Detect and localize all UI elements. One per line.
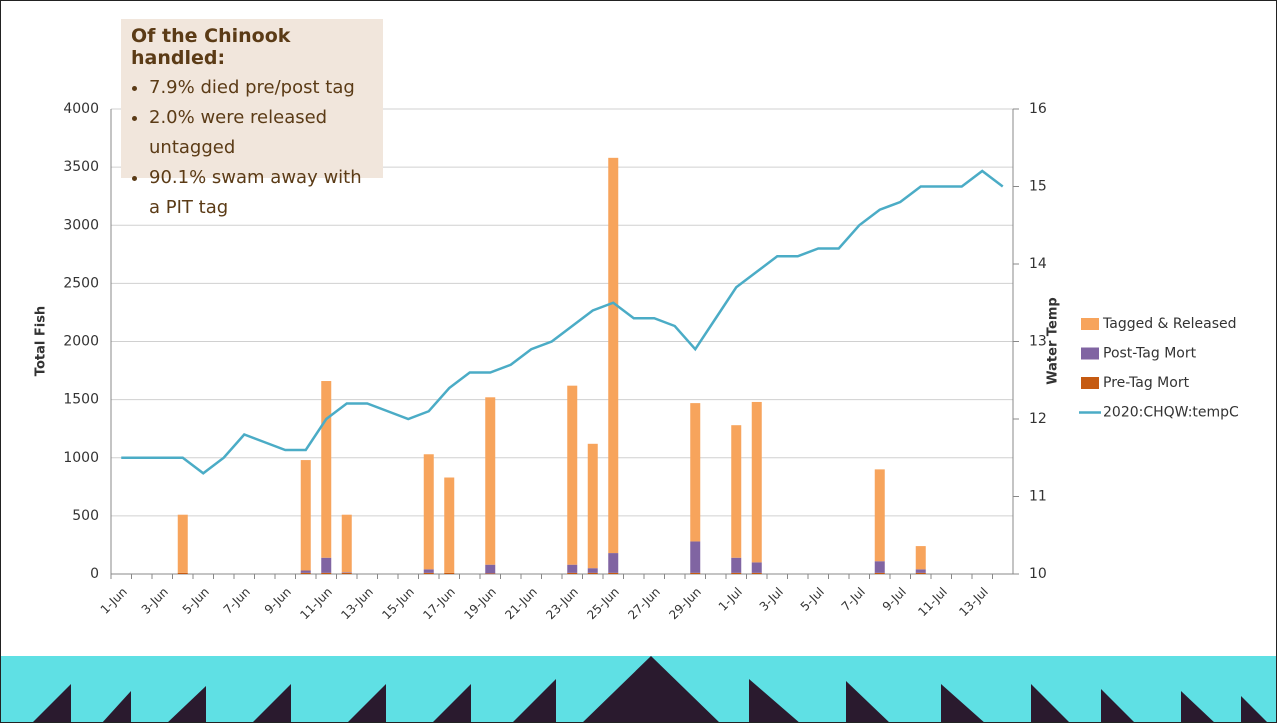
x-tick-label: 27-Jun <box>625 585 662 622</box>
x-tick-label: 5-Jun <box>180 585 212 617</box>
annotation-item: 90.1% swam away with a PIT tag <box>149 163 373 223</box>
legend-swatch <box>1081 348 1099 360</box>
bar-segment <box>690 403 700 541</box>
bar-segment <box>567 573 577 574</box>
bar-segment <box>731 558 741 573</box>
bar-segment <box>342 515 352 573</box>
x-tick-label: 23-Jun <box>543 585 580 622</box>
bar-segment <box>588 573 598 574</box>
x-tick-label: 7-Jul <box>839 585 868 614</box>
annotation-item: 2.0% were released untagged <box>149 103 373 163</box>
bar-segment <box>608 158 618 553</box>
bar-segment <box>424 573 434 574</box>
y2-tick-label: 15 <box>1029 179 1047 195</box>
y-axis-title: Total Fish <box>34 306 49 376</box>
legend-swatch <box>1081 377 1099 389</box>
y-tick-label: 1500 <box>63 392 99 408</box>
x-tick-label: 25-Jun <box>584 585 621 622</box>
bar-segment <box>444 573 454 574</box>
x-tick-label: 3-Jul <box>757 585 786 614</box>
x-tick-label: 19-Jun <box>461 585 498 622</box>
bar-segment <box>875 469 885 561</box>
legend-label: Pre-Tag Mort <box>1103 375 1190 391</box>
bar-segment <box>424 454 434 569</box>
bar-segment <box>567 386 577 565</box>
bar-segment <box>875 573 885 574</box>
x-tick-label: 11-Jun <box>297 585 334 622</box>
bar-segment <box>485 573 495 574</box>
y-tick-label: 1000 <box>63 450 99 466</box>
x-tick-label: 17-Jun <box>420 585 457 622</box>
x-tick-label: 1-Jul <box>716 585 745 614</box>
bar-segment <box>444 478 454 573</box>
bar-segment <box>752 562 762 572</box>
annotation-box: Of the Chinook handled: 7.9% died pre/po… <box>121 19 383 178</box>
x-tick-label: 13-Jun <box>338 585 375 622</box>
bar-segment <box>916 546 926 569</box>
footer-band <box>1 656 1276 722</box>
y2-tick-label: 11 <box>1029 489 1047 505</box>
bar-segment <box>875 561 885 573</box>
bar-segment <box>731 573 741 574</box>
bar-segment <box>916 569 926 572</box>
y2-tick-label: 16 <box>1029 101 1047 117</box>
bar-segment <box>752 573 762 574</box>
y2-tick-label: 10 <box>1029 566 1047 582</box>
x-tick-label: 21-Jun <box>502 585 539 622</box>
bar-segment <box>588 444 598 568</box>
y2-tick-label: 13 <box>1029 334 1047 350</box>
legend-label: 2020:CHQW:tempC <box>1103 405 1239 421</box>
x-tick-label: 5-Jul <box>798 585 827 614</box>
y2-tick-label: 12 <box>1029 411 1047 427</box>
x-tick-label: 9-Jun <box>262 585 294 617</box>
x-tick-label: 1-Jun <box>98 585 130 617</box>
y-tick-label: 2500 <box>63 275 99 291</box>
bar-segment <box>301 571 311 573</box>
annotation-list: 7.9% died pre/post tag 2.0% were release… <box>131 73 373 223</box>
x-tick-label: 13-Jul <box>956 585 990 619</box>
legend-label: Post-Tag Mort <box>1103 346 1197 362</box>
bar-segment <box>690 573 700 574</box>
bar-segment <box>916 573 926 574</box>
bar-segment <box>321 573 331 574</box>
bar-segment <box>321 381 331 558</box>
x-tick-label: 9-Jul <box>880 585 909 614</box>
bar-segment <box>485 565 495 574</box>
x-tick-label: 11-Jul <box>915 585 949 619</box>
annotation-item: 7.9% died pre/post tag <box>149 73 373 103</box>
y-tick-label: 3000 <box>63 217 99 233</box>
y-tick-label: 500 <box>72 508 99 524</box>
bar-segment <box>567 565 577 573</box>
bar-segment <box>301 460 311 570</box>
bar-segment <box>485 397 495 564</box>
bar-segment <box>342 572 352 573</box>
bar-segment <box>424 569 434 572</box>
legend-swatch <box>1081 318 1099 330</box>
bar-segment <box>731 425 741 558</box>
bar-segment <box>588 568 598 573</box>
y2-tick-label: 14 <box>1029 256 1047 272</box>
bar-segment <box>178 515 188 573</box>
bar-segment <box>608 573 618 574</box>
bar-segment <box>608 553 618 573</box>
y-tick-label: 0 <box>90 566 99 582</box>
y-tick-label: 2000 <box>63 334 99 350</box>
bar-segment <box>321 558 331 573</box>
bar-segment <box>301 573 311 574</box>
bar-segment <box>690 541 700 572</box>
x-tick-label: 29-Jun <box>666 585 703 622</box>
slide: Total Fish Water Temp 0 500 1000 1500 2000 25… <box>0 0 1277 723</box>
y-tick-label: 3500 <box>63 159 99 175</box>
x-tick-label: 7-Jun <box>221 585 253 617</box>
y-tick-label: 4000 <box>63 101 99 117</box>
annotation-title: Of the Chinook handled: <box>131 25 373 69</box>
bar-segment <box>752 402 762 562</box>
bar-segment <box>342 573 352 574</box>
bar-segment <box>178 573 188 574</box>
y2-axis-title: Water Temp <box>1046 297 1061 384</box>
x-tick-label: 15-Jun <box>379 585 416 622</box>
legend-label: Tagged & Released <box>1102 316 1237 332</box>
x-tick-label: 3-Jun <box>139 585 171 617</box>
